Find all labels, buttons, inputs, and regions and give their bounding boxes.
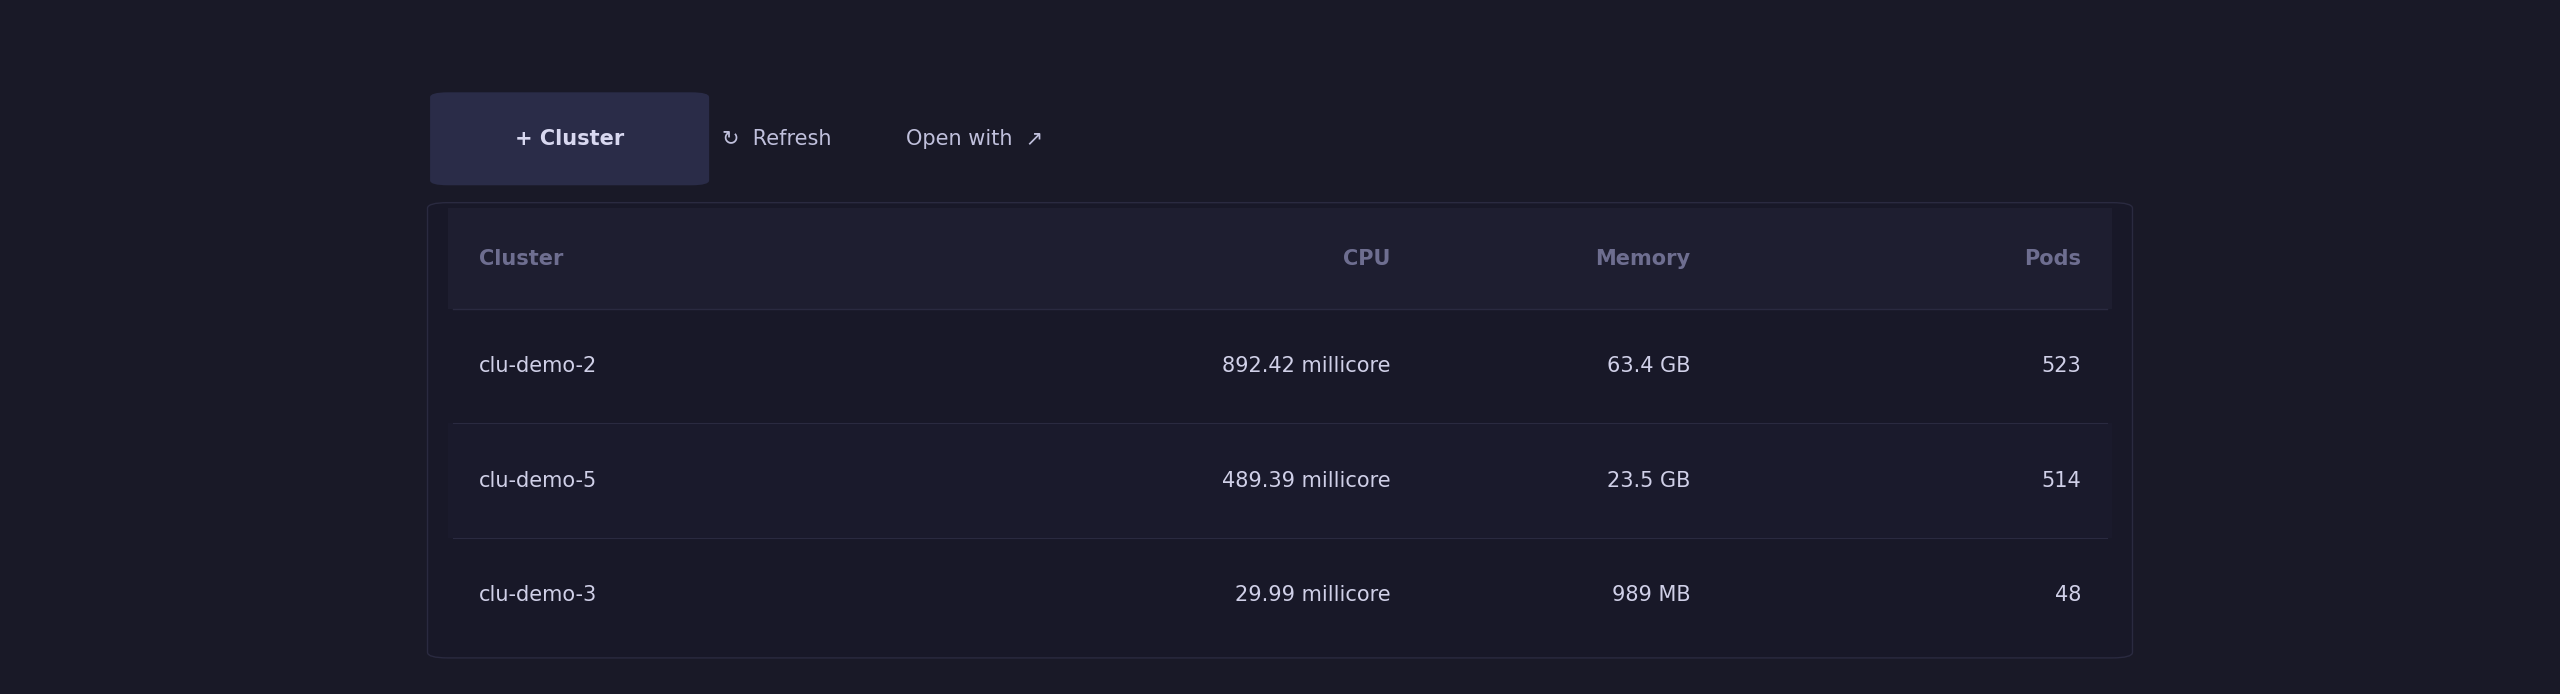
Text: CPU: CPU bbox=[1344, 248, 1390, 269]
Text: 892.42 millicore: 892.42 millicore bbox=[1221, 356, 1390, 376]
FancyBboxPatch shape bbox=[430, 92, 709, 185]
Text: 514: 514 bbox=[2040, 471, 2081, 491]
Text: clu-demo-5: clu-demo-5 bbox=[479, 471, 596, 491]
FancyBboxPatch shape bbox=[448, 538, 2112, 652]
Text: 29.99 millicore: 29.99 millicore bbox=[1234, 585, 1390, 605]
Text: Open with  ↗: Open with ↗ bbox=[906, 129, 1044, 149]
FancyBboxPatch shape bbox=[428, 203, 2132, 658]
Text: 523: 523 bbox=[2040, 356, 2081, 376]
Text: Pods: Pods bbox=[2025, 248, 2081, 269]
Text: ↻  Refresh: ↻ Refresh bbox=[722, 129, 832, 149]
Text: 23.5 GB: 23.5 GB bbox=[1608, 471, 1690, 491]
Text: clu-demo-2: clu-demo-2 bbox=[479, 356, 596, 376]
Text: 489.39 millicore: 489.39 millicore bbox=[1221, 471, 1390, 491]
Text: clu-demo-3: clu-demo-3 bbox=[479, 585, 596, 605]
Text: 48: 48 bbox=[2056, 585, 2081, 605]
Text: Memory: Memory bbox=[1595, 248, 1690, 269]
Text: Cluster: Cluster bbox=[479, 248, 563, 269]
Text: 63.4 GB: 63.4 GB bbox=[1608, 356, 1690, 376]
Text: 989 MB: 989 MB bbox=[1613, 585, 1690, 605]
Text: + Cluster: + Cluster bbox=[515, 129, 625, 149]
FancyBboxPatch shape bbox=[448, 309, 2112, 423]
FancyBboxPatch shape bbox=[448, 423, 2112, 538]
FancyBboxPatch shape bbox=[448, 208, 2112, 309]
